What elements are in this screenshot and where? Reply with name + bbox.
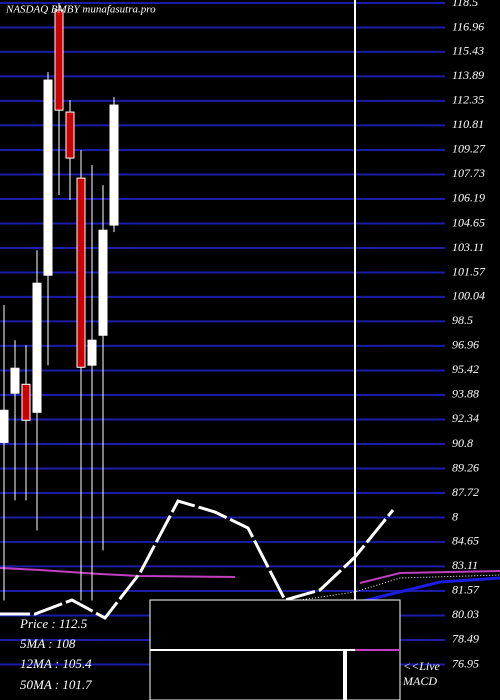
candles <box>0 3 119 601</box>
y-tick-label: 93.88 <box>452 387 479 401</box>
ma-line <box>0 567 236 578</box>
y-tick-label: 96.96 <box>452 338 479 352</box>
candle-body <box>10 367 20 394</box>
candle-body <box>65 111 75 159</box>
y-tick-label: 107.73 <box>452 166 485 180</box>
info-line: 12MA : 105.4 <box>20 656 92 671</box>
y-tick-label: 113.89 <box>452 68 484 82</box>
info-line: Price : 112.5 <box>19 616 88 631</box>
candle-body <box>54 9 64 111</box>
y-tick-label: 109.27 <box>452 142 486 156</box>
y-tick-label: 87.72 <box>452 485 479 499</box>
y-tick-label: 78.49 <box>452 632 479 646</box>
y-tick-label: 95.42 <box>452 362 479 376</box>
y-tick-label: 92.34 <box>452 411 479 425</box>
candle-body <box>109 104 119 226</box>
candle-body <box>76 177 86 368</box>
candle-body <box>21 383 31 421</box>
y-tick-label: 8 <box>452 509 458 523</box>
y-tick-label: 101.57 <box>452 264 486 278</box>
y-tick-label: 103.11 <box>452 240 484 254</box>
y-tick-label: 98.5 <box>452 313 473 327</box>
y-tick-label: 112.35 <box>452 93 484 107</box>
chart-title: NASDAQ BMBY munafasutra.pro <box>5 4 156 16</box>
candle-body <box>0 409 9 443</box>
y-tick-label: 84.65 <box>452 534 479 548</box>
macd-label: MACD <box>402 674 437 688</box>
candle-body <box>32 282 42 413</box>
info-line: 50MA : 101.7 <box>20 677 92 692</box>
y-tick-label: 110.81 <box>452 117 484 131</box>
y-tick-label: 100.04 <box>452 289 485 303</box>
y-tick-label: 76.95 <box>452 656 479 670</box>
candle-body <box>87 339 97 366</box>
y-tick-label: 106.19 <box>452 191 485 205</box>
y-tick-label: 83.11 <box>452 558 478 572</box>
y-tick-label: 104.65 <box>452 215 485 229</box>
candle-body <box>98 229 108 336</box>
signal-line <box>359 570 500 584</box>
macd-line <box>0 499 395 620</box>
y-tick-label: 81.57 <box>452 583 480 597</box>
y-tick-label: 89.26 <box>452 460 479 474</box>
y-tick-label: 80.03 <box>452 607 479 621</box>
candle-body <box>43 79 53 276</box>
y-tick-label: 116.96 <box>452 19 484 33</box>
y-tick-label: 118.5 <box>452 0 478 9</box>
macd-label: <<Live <box>403 659 441 673</box>
grid <box>0 2 445 666</box>
macd-dots <box>299 574 500 601</box>
info-line: 5MA : 108 <box>20 636 76 651</box>
y-tick-label: 115.43 <box>452 44 484 58</box>
y-tick-label: 90.8 <box>452 436 473 450</box>
histogram-line <box>354 576 500 605</box>
